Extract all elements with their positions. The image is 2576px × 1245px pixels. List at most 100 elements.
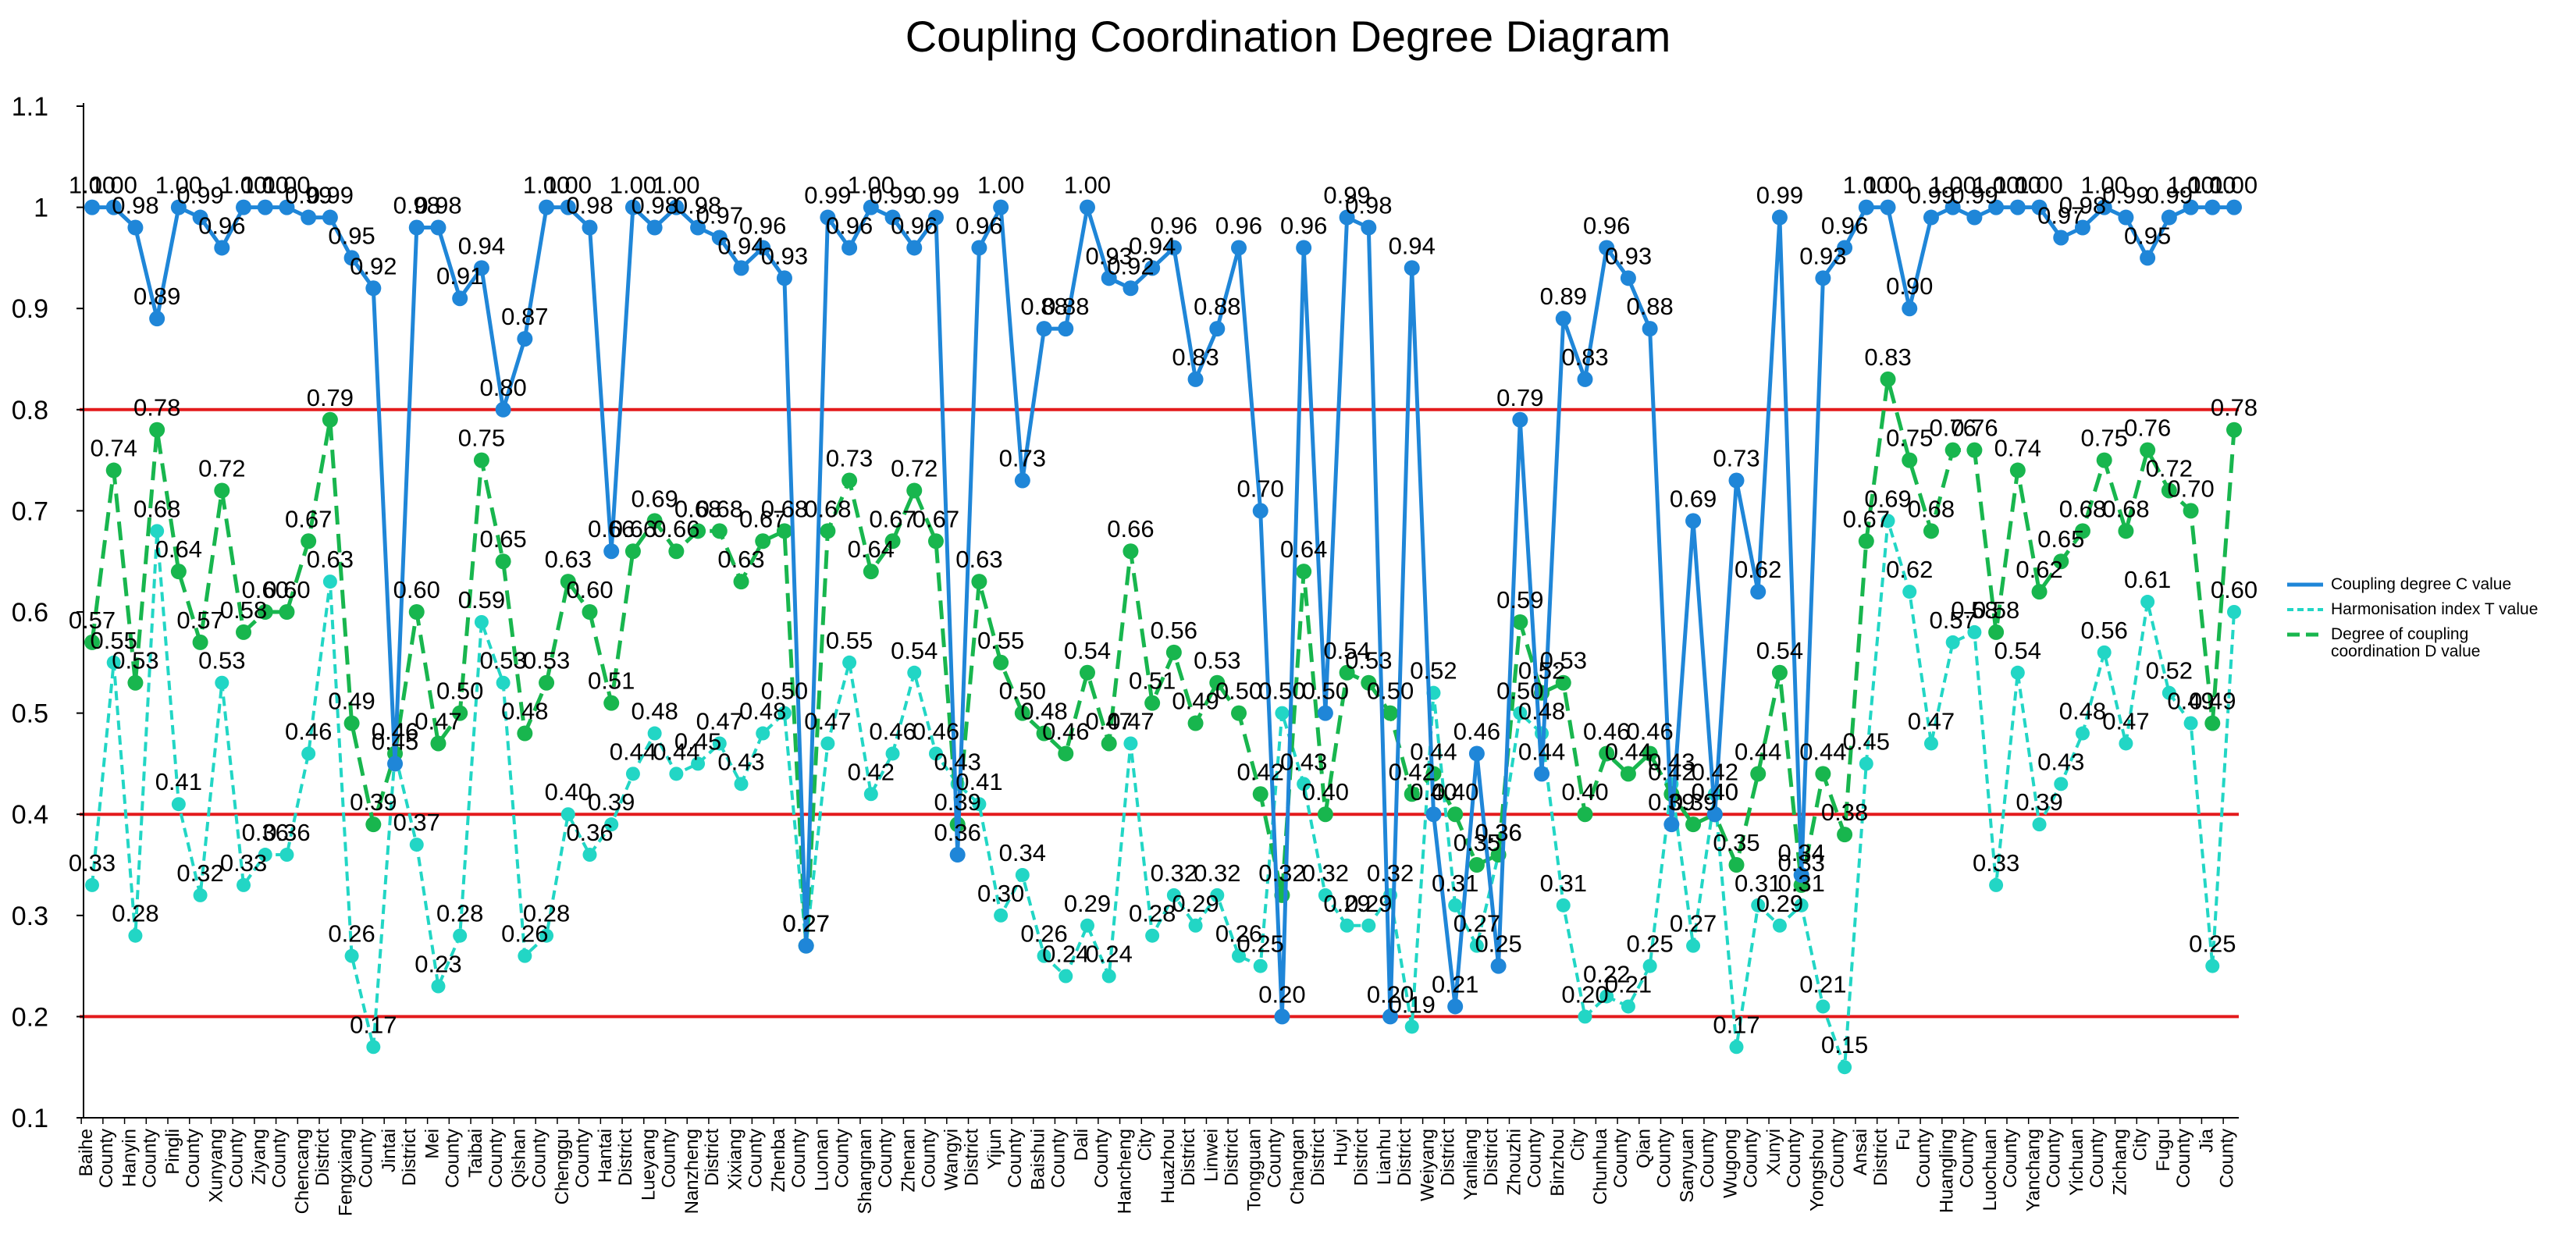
data-label-c: 0.93 [1086,242,1133,269]
data-label-t: 0.36 [566,819,613,846]
data-label-d: 0.55 [977,627,1024,654]
x-tick-label: ZichangCity [2109,1129,2151,1195]
y-tick-label: 0.2 [12,1002,48,1032]
data-label-t: 0.33 [220,849,267,877]
data-label-d: 0.50 [1367,678,1414,705]
point-c [1231,240,1247,256]
x-tick-label: ZhenanCounty [898,1129,939,1192]
point-t [1945,635,1960,649]
x-tick-label: XunyiCounty [1763,1129,1805,1188]
data-label-t: 0.47 [1908,707,1955,735]
point-t [604,817,619,832]
data-label-d: 0.68 [1908,495,1955,522]
point-t [647,726,662,741]
data-label-d: 0.60 [566,576,613,603]
point-t [972,797,987,812]
x-tick-label: ChunhuaCounty [1590,1128,1631,1204]
data-label-c: 1.00 [1064,172,1111,199]
data-label-d: 0.75 [1886,425,1933,452]
point-c [711,229,728,246]
point-t [128,928,143,943]
point-d [668,543,685,560]
point-t [106,655,121,670]
data-label-c: 0.87 [501,303,548,330]
data-label-t: 0.50 [1258,678,1305,705]
data-label-d: 0.67 [1843,505,1890,532]
data-label-d: 0.46 [1042,717,1089,745]
data-label-t: 0.32 [176,859,223,887]
point-d [1966,442,1983,458]
data-label-t: 0.46 [869,717,916,745]
data-label-c: 0.99 [869,182,916,209]
data-label-c: 0.94 [1389,232,1436,259]
data-label-d: 0.49 [2189,688,2236,715]
data-label-c: 0.97 [696,201,743,229]
x-tick-label: AnsaiDistrict [1850,1129,1891,1186]
point-d [1685,816,1702,833]
point-t [625,767,640,781]
legend-item-c: Coupling degree C value [2286,576,2576,593]
point-d [1577,806,1593,823]
data-label-t: 0.17 [350,1011,397,1038]
point-c [1555,311,1571,327]
data-label-t: 0.46 [285,717,332,745]
data-label-c: 0.73 [1713,445,1759,472]
data-label-t: 0.24 [1086,941,1133,968]
data-label-d: 0.75 [2081,425,2128,452]
point-c [2140,250,2156,266]
x-tick-label: QishanCounty [508,1129,550,1188]
point-d [560,574,576,590]
point-t [756,726,770,741]
point-c [2031,199,2048,215]
point-c [1793,866,1809,883]
legend-label-c: Coupling degree C value [2331,575,2512,593]
data-label-t: 0.17 [1713,1011,1759,1038]
point-d [624,543,641,560]
data-label-t: 0.68 [133,495,180,522]
data-label-t: 0.43 [717,748,764,775]
data-label-t: 0.47 [696,707,743,735]
point-c [1837,240,1853,256]
data-label-c: 0.96 [198,212,245,239]
point-t [1838,1060,1852,1075]
point-d [733,574,749,590]
point-d [582,604,598,620]
point-c [1858,199,1874,215]
point-t [237,877,251,892]
x-tick-label: HanyinCounty [119,1129,160,1188]
data-label-d: 0.67 [739,505,786,532]
data-label-d: 0.36 [1475,819,1521,846]
data-label-t: 0.56 [2081,617,2128,644]
point-c [1317,705,1333,721]
point-c [841,240,858,256]
x-tick-label: JintaiDistrict [379,1129,420,1186]
point-d [993,654,1009,671]
point-c [1425,806,1442,823]
x-tick-label: MeiCounty [422,1129,464,1188]
point-d [1165,644,1182,660]
data-label-t: 0.60 [2211,576,2258,603]
data-label-d: 0.40 [1561,778,1608,806]
legend-item-d: Degree of coupling coordination D value [2286,626,2576,660]
data-label-c: 0.94 [1129,232,1176,259]
point-t [258,848,272,863]
data-label-c: 0.89 [133,283,180,310]
point-t [1902,585,1917,599]
point-t [1361,918,1376,933]
legend-item-t: Harmonisation index T value [2286,601,2576,618]
point-d [257,604,273,620]
data-label-t: 0.62 [1886,556,1933,583]
data-label-c: 0.88 [1042,293,1089,320]
data-label-c: 1.00 [1973,172,2019,199]
data-label-d: 0.66 [610,515,656,542]
point-t [2054,777,2069,791]
data-label-c: 0.99 [1756,182,1803,209]
x-tick-label: BaishuiCounty [1028,1129,1069,1190]
point-c [560,199,576,215]
data-label-t: 0.25 [1237,930,1284,958]
data-labels: 0.330.550.280.680.410.320.530.330.360.36… [69,172,2258,1059]
legend-label-t: Harmonisation index T value [2331,600,2539,618]
point-t [474,614,489,629]
point-t [85,877,99,892]
data-label-d: 0.35 [1713,829,1759,856]
